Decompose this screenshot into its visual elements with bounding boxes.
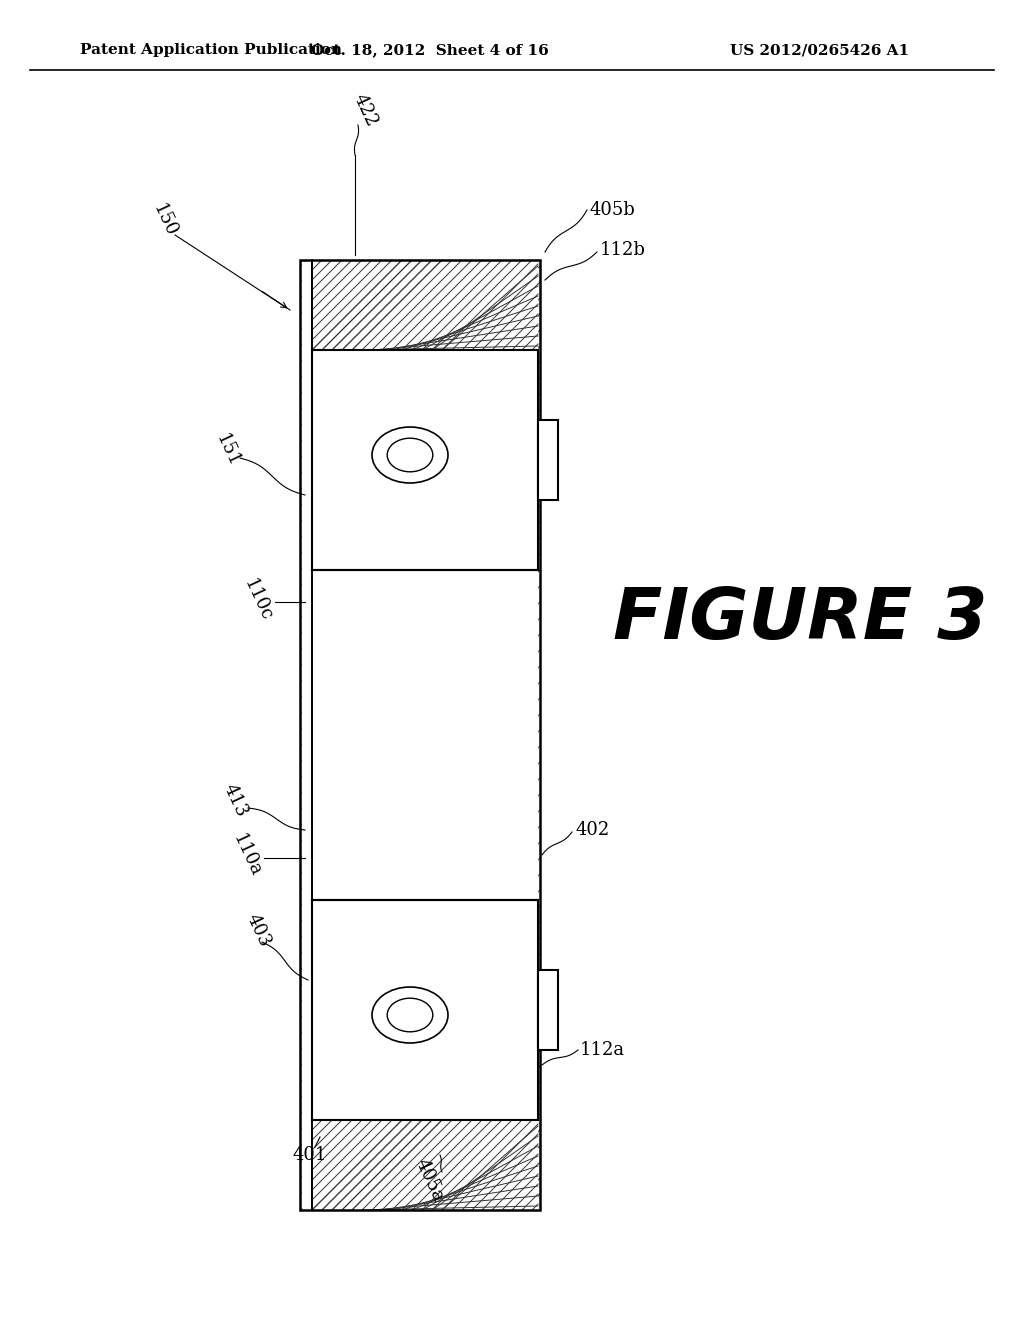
Text: 401: 401 (293, 1146, 328, 1164)
Bar (302, 261, 312, 1208)
Text: 413: 413 (219, 780, 251, 820)
Text: 402: 402 (575, 821, 609, 840)
Text: 112b: 112b (600, 242, 646, 259)
Bar (538, 970, 558, 1049)
Text: 110a: 110a (229, 830, 265, 879)
Bar (312, 350, 538, 570)
Text: 151: 151 (213, 430, 244, 470)
Text: Patent Application Publication: Patent Application Publication (80, 44, 342, 57)
Bar (538, 420, 558, 500)
Text: FIGURE 3: FIGURE 3 (612, 586, 987, 655)
Bar (312, 260, 538, 350)
Bar (312, 900, 538, 1119)
Bar (312, 1119, 538, 1210)
Text: 112a: 112a (580, 1041, 625, 1059)
Text: US 2012/0265426 A1: US 2012/0265426 A1 (730, 44, 909, 57)
Text: Oct. 18, 2012  Sheet 4 of 16: Oct. 18, 2012 Sheet 4 of 16 (311, 44, 549, 57)
Text: 405b: 405b (590, 201, 636, 219)
Bar (300, 260, 540, 1210)
Bar (312, 570, 538, 900)
Bar (327, 366, 513, 545)
Text: 150: 150 (150, 201, 180, 239)
Bar (327, 925, 513, 1105)
Text: 110c: 110c (241, 576, 275, 624)
Text: 405a: 405a (413, 1156, 447, 1204)
Text: 422: 422 (349, 91, 380, 129)
Text: 403: 403 (243, 911, 273, 949)
